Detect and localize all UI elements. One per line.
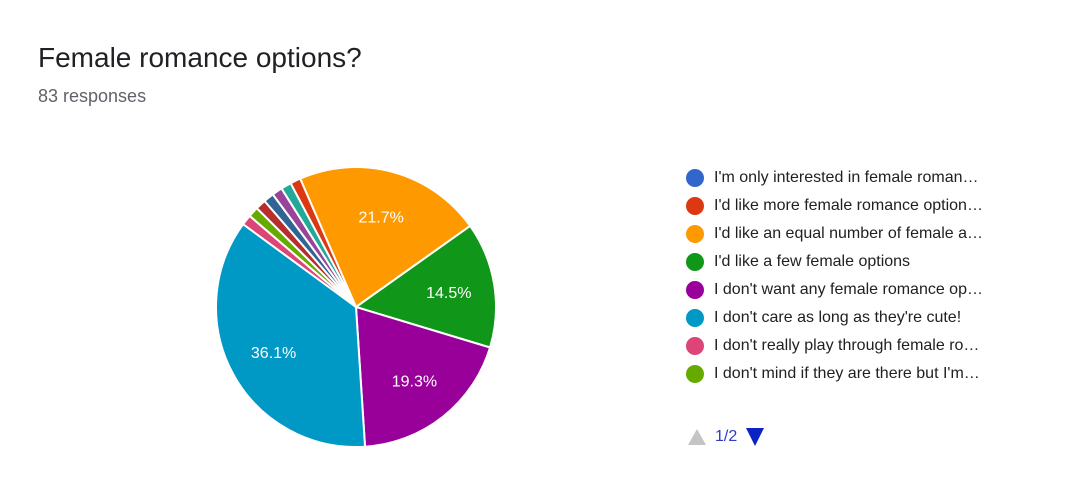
legend-label: I'm only interested in female roman… — [714, 169, 979, 186]
chart-title: Female romance options? — [38, 42, 362, 73]
legend-color-dot-icon — [686, 281, 704, 299]
pie-slice-2[interactable] — [355, 306, 492, 448]
legend-label: I don't care as long as they're cute! — [714, 309, 962, 326]
legend-color-dot-icon — [686, 197, 704, 215]
legend-color-dot-icon — [686, 337, 704, 355]
pie-chart: 21.7% 14.5% 19.3% 36.1% — [215, 165, 497, 448]
legend-item-7[interactable]: I don't mind if they are there but I'm… — [686, 360, 1076, 388]
legend-color-dot-icon — [686, 253, 704, 271]
response-count: 83 responses — [38, 86, 147, 106]
legend-label: I'd like a few female options — [714, 253, 911, 270]
legend-item-5[interactable]: I don't care as long as they're cute! — [686, 304, 1076, 332]
pie-slice-label-2: 19.3% — [392, 374, 437, 391]
pie-slice-label-0: 21.7% — [359, 209, 404, 226]
legend-label: I don't really play through female ro… — [714, 337, 980, 354]
legend-item-3[interactable]: I'd like a few female options — [686, 248, 1076, 276]
chart-legend: I'm only interested in female roman… I'd … — [686, 164, 1076, 388]
triangle-up-icon — [688, 429, 706, 445]
pie-slice-11[interactable] — [289, 177, 357, 308]
legend-page-indicator: 1/2 — [715, 428, 738, 445]
legend-label: I don't want any female romance op… — [714, 281, 983, 298]
legend-label: I'd like more female romance option… — [714, 197, 983, 214]
legend-pager: 1/2 — [688, 428, 765, 446]
legend-color-dot-icon — [686, 309, 704, 327]
pie-slice-3[interactable] — [215, 223, 367, 448]
pie-slice-0[interactable] — [299, 165, 472, 308]
legend-item-2[interactable]: I'd like an equal number of female a… — [686, 220, 1076, 248]
pie-slice-label-3: 36.1% — [251, 345, 296, 362]
triangle-down-icon[interactable] — [746, 428, 765, 446]
legend-color-dot-icon — [686, 365, 704, 383]
legend-color-dot-icon — [686, 225, 704, 243]
legend-label: I'd like an equal number of female a… — [714, 225, 983, 242]
legend-item-0[interactable]: I'm only interested in female roman… — [686, 164, 1076, 192]
legend-color-dot-icon — [686, 169, 704, 187]
legend-item-4[interactable]: I don't want any female romance op… — [686, 276, 1076, 304]
legend-item-1[interactable]: I'd like more female romance option… — [686, 192, 1076, 220]
legend-label: I don't mind if they are there but I'm… — [714, 365, 980, 382]
pie-slice-label-1: 14.5% — [426, 285, 471, 302]
legend-item-6[interactable]: I don't really play through female ro… — [686, 332, 1076, 360]
